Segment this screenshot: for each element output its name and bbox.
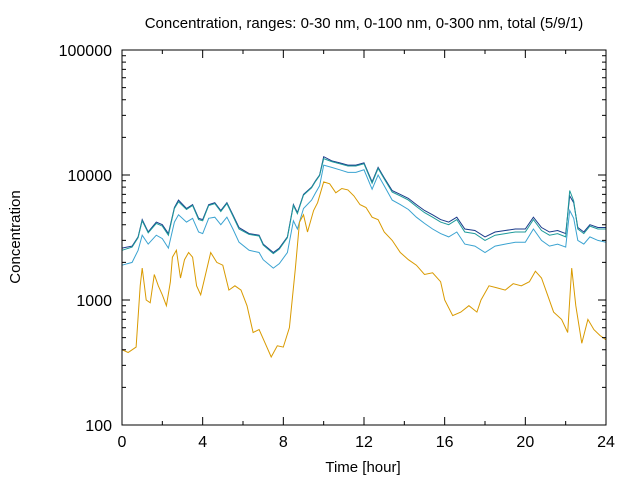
x-tick-label: 20 (516, 434, 534, 451)
ticks-layer: 0 4 8 12 16 20 24 100 1000 10000 100000 (59, 43, 615, 451)
x-axis-label: Time [hour] (325, 459, 400, 476)
series-line-4 (121, 181, 607, 359)
y-axis-label: Concentration (7, 190, 24, 283)
x-tick-label: 24 (597, 434, 615, 451)
y-tick-label: 10000 (68, 168, 113, 185)
x-tick-label: 0 (118, 434, 127, 451)
y-tick-label: 1000 (76, 293, 112, 310)
series-line-2 (121, 158, 606, 255)
x-tick-label: 8 (279, 434, 288, 451)
y-tick-label: 100 (85, 418, 112, 435)
series-line-3 (121, 164, 607, 269)
plot-frame (121, 49, 607, 426)
series-layer (121, 155, 607, 359)
x-tick-label: 16 (436, 434, 454, 451)
x-tick-label: 4 (198, 434, 207, 451)
chart-title: Concentration, ranges: 0-30 nm, 0-100 nm… (145, 15, 584, 32)
y-tick-label: 100000 (59, 43, 112, 60)
x-tick-label: 12 (355, 434, 373, 451)
